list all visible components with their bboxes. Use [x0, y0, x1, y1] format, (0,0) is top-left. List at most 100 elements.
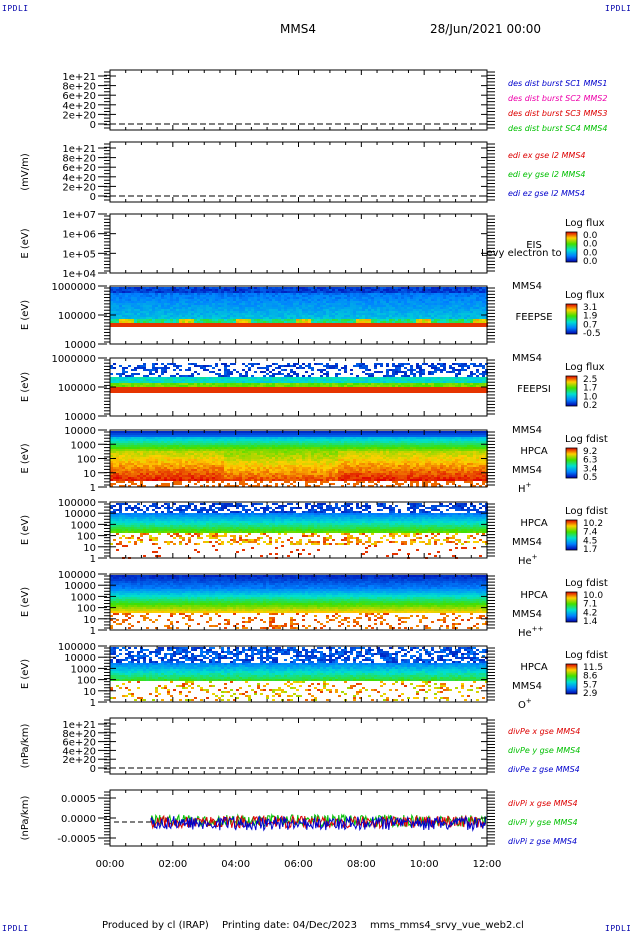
colorbar-tick-label: 10.2: [583, 519, 603, 529]
colorbar-tick-label: 1.7: [583, 384, 597, 394]
species-label: O+: [518, 697, 532, 711]
y-axis-label: (nPa/km): [20, 724, 31, 769]
y-tick-label: 2e+20: [62, 755, 96, 766]
y-tick-label: 1e+21: [62, 144, 96, 155]
colorbar-tick-label: 3.1: [583, 303, 597, 313]
instrument-label: HPCA: [520, 662, 548, 673]
datetime-title: 28/Jun/2021 00:00: [430, 22, 542, 36]
colorbar: [565, 663, 578, 695]
y-tick-label: 0.0000: [61, 814, 96, 825]
y-tick-label: 4e+20: [62, 173, 96, 184]
corner-label-top-left: IPDLI: [2, 4, 29, 13]
y-tick-label: 1e+07: [62, 210, 96, 221]
legend-entry: divPi z gse MMS4: [508, 837, 577, 846]
y-tick-label: 0.0005: [61, 794, 96, 805]
y-axis-label: E (eV): [20, 659, 31, 689]
corner-label-top-right: IPDLI: [605, 4, 630, 13]
colorbar-tick-label: 10.0: [583, 591, 603, 601]
colorbar-tick-label: 11.5: [583, 663, 603, 673]
y-tick-label: -0.0005: [57, 834, 96, 845]
colorbar-tick-label: 1.0: [583, 392, 598, 402]
legend-entry: divPe y gse MMS4: [508, 746, 580, 755]
y-tick-label: 100: [77, 604, 96, 615]
panel-10: [98, 717, 495, 775]
colorbar-tick-label: 0.7: [583, 320, 597, 330]
legend-entry: divPi x gse MMS4: [508, 799, 578, 808]
y-axis-label: E (eV): [20, 443, 31, 473]
corner-label-bottom-right: IPDLI: [605, 924, 630, 933]
legend-entry: des dist burst SC1 MMS1: [508, 79, 607, 88]
colorbar-tick-label: 1.9: [583, 312, 598, 322]
instrument-label: HPCA: [520, 590, 548, 601]
overlay-label: Levy electron to: [481, 248, 562, 259]
colorbar: [565, 591, 578, 623]
legend-entry: divPi y gse MMS4: [508, 818, 578, 827]
colorbar-title: Log fdist: [565, 434, 608, 445]
y-tick-label: 1e+21: [62, 72, 96, 83]
y-axis-label: E (eV): [20, 587, 31, 617]
colorbar-tick-label: 4.5: [583, 536, 597, 546]
y-tick-label: 10000: [64, 653, 96, 664]
y-tick-label: 100000: [58, 498, 96, 509]
y-tick-label: 6e+20: [62, 738, 96, 749]
species-label: H+: [518, 481, 532, 495]
colorbar-tick-label: 0.0: [583, 231, 598, 241]
colorbar-tick-label: 3.4: [583, 464, 598, 474]
colorbar-tick-label: 0.2: [583, 401, 597, 411]
y-tick-label: 100: [77, 455, 96, 466]
legend-entry: edi ey gse l2 MMS4: [508, 170, 586, 179]
panel-9: [98, 645, 578, 703]
colorbar-tick-label: 1.7: [583, 545, 597, 555]
colorbar-tick-label: 2.5: [583, 375, 597, 385]
colorbar-tick-label: 0.0: [583, 257, 598, 267]
y-tick-label: 100: [77, 532, 96, 543]
x-tick-label: 06:00: [284, 859, 313, 870]
colorbar-tick-label: 0.0: [583, 240, 598, 250]
footer-produced-by: Produced by cl (IRAP): [102, 920, 209, 931]
y-tick-label: 6e+20: [62, 163, 96, 174]
y-axis-label: E (eV): [20, 515, 31, 545]
panel-6: [98, 429, 578, 488]
y-tick-label: 6e+20: [62, 91, 96, 102]
panel-11: [98, 789, 495, 847]
y-tick-label: 0: [90, 120, 96, 131]
colorbar-tick-label: 5.7: [583, 680, 597, 690]
legend-entry: divPe x gse MMS4: [508, 727, 580, 736]
y-tick-label: 0: [90, 192, 96, 203]
y-axis-label: E (eV): [20, 228, 31, 258]
x-tick-label: 02:00: [158, 859, 187, 870]
panel-1: [98, 69, 495, 131]
y-tick-label: 4e+20: [62, 101, 96, 112]
colorbar: [565, 447, 578, 479]
y-tick-label: 10000: [64, 340, 96, 351]
y-tick-label: 2e+20: [62, 110, 96, 121]
species-label: He++: [518, 625, 544, 639]
colorbar-tick-label: 8.6: [583, 672, 598, 682]
colorbar-tick-label: -0.5: [583, 329, 601, 339]
panel-2: [98, 141, 495, 203]
x-tick-label: 08:00: [347, 859, 376, 870]
panel-5: [98, 357, 578, 417]
y-tick-label: 10000: [64, 412, 96, 423]
legend-entry: des dist burst SC2 MMS2: [508, 94, 607, 103]
y-tick-label: 10000: [64, 509, 96, 520]
spacecraft-label: MMS4: [512, 681, 542, 692]
legend-entry: edi ez gse l2 MMS4: [508, 189, 585, 198]
x-tick-label: 00:00: [96, 859, 125, 870]
colorbar-title: Log flux: [565, 218, 605, 229]
panel-frame: [109, 213, 488, 274]
spacecraft-label: MMS4: [512, 465, 542, 476]
colorbar-title: Log flux: [565, 290, 605, 301]
instrument-label: HPCA: [520, 446, 548, 457]
y-axis-label: E (eV): [20, 372, 31, 402]
y-tick-label: 1e+21: [62, 720, 96, 731]
y-axis-label: (mV/m): [20, 153, 31, 191]
y-tick-label: 1000: [71, 440, 96, 451]
instrument-label: EIS: [526, 240, 542, 251]
spacecraft-label: MMS4: [512, 425, 542, 436]
colorbar-tick-label: 1.4: [583, 617, 598, 627]
colorbar-tick-label: 2.9: [583, 689, 598, 699]
y-tick-label: 10000: [64, 426, 96, 437]
y-tick-label: 1e+05: [62, 249, 96, 260]
y-tick-label: 4e+20: [62, 746, 96, 757]
